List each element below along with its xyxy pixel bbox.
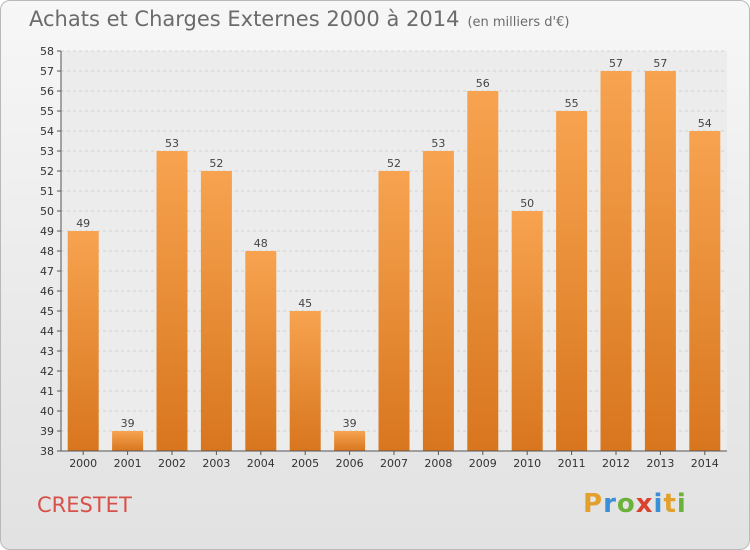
y-tick-label: 57 [40,65,54,78]
bar [156,151,188,451]
x-tick-label: 2000 [69,457,97,470]
bar [67,231,99,451]
bar-value-label: 48 [254,237,268,250]
x-tick-label: 2009 [469,457,497,470]
y-tick-label: 42 [40,365,54,378]
y-tick-label: 43 [40,345,54,358]
x-tick-label: 2007 [380,457,408,470]
bar [112,431,144,451]
y-tick-label: 49 [40,225,54,238]
y-tick-label: 46 [40,285,54,298]
y-tick-label: 38 [40,445,54,458]
logo-letter: o [616,489,636,519]
logo-letter: t [663,489,677,519]
bar-value-label: 53 [165,137,179,150]
bar-value-label: 49 [76,217,90,230]
chart-subtitle: (en milliers d'€) [467,15,570,30]
bar-value-label: 53 [431,137,445,150]
bar [644,71,676,451]
bar [378,171,410,451]
bar-value-label: 52 [387,157,401,170]
bar [289,311,321,451]
x-tick-label: 2002 [158,457,186,470]
x-tick-label: 2006 [336,457,364,470]
y-tick-label: 55 [40,105,54,118]
x-tick-label: 2001 [114,457,142,470]
bar-value-label: 50 [520,197,534,210]
logo-letter: x [635,489,654,519]
bar [422,151,454,451]
bar-value-label: 57 [609,57,623,70]
bar-value-label: 54 [698,117,712,130]
bar [467,91,499,451]
bar [556,111,588,451]
y-tick-label: 45 [40,305,54,318]
y-tick-label: 39 [40,425,54,438]
y-tick-label: 40 [40,405,54,418]
bar [200,171,232,451]
x-tick-label: 2010 [513,457,541,470]
bar-value-label: 56 [476,77,490,90]
logo-letter: i [653,489,664,519]
y-tick-label: 54 [40,125,54,138]
x-tick-label: 2003 [202,457,230,470]
proxiti-logo[interactable]: Proxiti [583,489,687,519]
y-tick-label: 47 [40,265,54,278]
commune-name: CRESTET [37,493,132,517]
x-tick-label: 2011 [558,457,586,470]
logo-letter: i [676,489,687,519]
y-tick-label: 52 [40,165,54,178]
chart-title-text: Achats et Charges Externes 2000 à 2014 [29,7,460,31]
y-tick-label: 48 [40,245,54,258]
logo-letter: r [603,489,617,519]
x-tick-label: 2005 [291,457,319,470]
bar-value-label: 39 [343,417,357,430]
bar-value-label: 57 [653,57,667,70]
y-tick-label: 56 [40,85,54,98]
x-tick-label: 2008 [424,457,452,470]
y-tick-label: 50 [40,205,54,218]
bar [689,131,721,451]
bar-value-label: 45 [298,297,312,310]
bar [511,211,543,451]
bar-value-label: 52 [209,157,223,170]
bar [334,431,366,451]
y-tick-label: 53 [40,145,54,158]
x-tick-label: 2004 [247,457,275,470]
bar-value-label: 39 [121,417,135,430]
logo-letter: P [583,489,604,519]
bar-value-label: 55 [565,97,579,110]
y-tick-label: 41 [40,385,54,398]
x-tick-label: 2013 [646,457,674,470]
bars: 49 39 53 52 48 45 39 52 53 56 50 55 57 57 54 [67,57,721,451]
y-tick-label: 44 [40,325,54,338]
y-tick-label: 58 [40,45,54,58]
bar [245,251,277,451]
y-axis: 38 39 40 41 42 43 44 45 46 47 48 49 50 51 52 53 54 55 56 57… [40,45,62,458]
x-tick-label: 2014 [691,457,719,470]
chart-title: Achats et Charges Externes 2000 à 2014 (e… [29,7,569,31]
x-tick-label: 2012 [602,457,630,470]
x-axis: 2000 2001 2002 2003 2004 2005 2006 2007 2008 2009… [61,450,727,470]
y-tick-label: 51 [40,185,54,198]
bar [600,71,632,451]
